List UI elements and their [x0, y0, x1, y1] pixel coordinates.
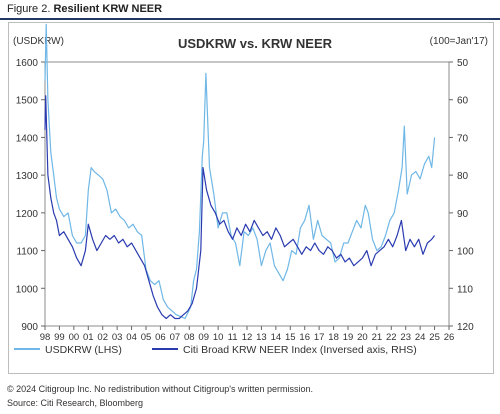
x-tick-label: 05 — [141, 332, 152, 343]
left-axis-unit: (USDKRW) — [13, 36, 64, 47]
left-tick-label: 1600 — [16, 58, 39, 69]
x-tick-label: 08 — [184, 332, 195, 343]
x-tick-label: 06 — [155, 332, 166, 343]
legend: USDKRW (LHS) Citi Broad KRW NEER Index (I… — [14, 344, 417, 356]
usdkrw-line — [44, 23, 436, 320]
left-tick-label: 1400 — [16, 133, 39, 144]
x-tick-label: 20 — [357, 332, 368, 343]
x-tick-label: 23 — [400, 332, 411, 343]
x-tick-label: 18 — [328, 332, 339, 343]
x-tick-label: 11 — [228, 332, 238, 343]
series-lines — [44, 23, 436, 320]
x-tick-label: 16 — [299, 332, 310, 343]
x-tick-label: 02 — [97, 332, 108, 343]
figure-title: Resilient KRW NEER — [53, 3, 163, 15]
source-note: Source: Citi Research, Bloomberg — [7, 398, 144, 408]
neer-line — [44, 95, 436, 320]
figure-label: Figure 2. Resilient KRW NEER — [7, 3, 162, 15]
legend-usdkrw-label: USDKRW (LHS) — [45, 344, 122, 356]
x-tick-label: 13 — [256, 332, 267, 343]
right-tick-label: 90 — [457, 209, 469, 220]
chart-frame — [8, 22, 494, 374]
plot-area-border — [44, 61, 450, 327]
right-tick-label: 110 — [457, 284, 473, 295]
x-tick-label: 98 — [40, 332, 51, 343]
x-tick-label: 04 — [126, 332, 137, 343]
right-axis-unit: (100=Jan'17) — [430, 36, 488, 47]
right-tick-label: 50 — [457, 58, 469, 69]
x-tick-label: 10 — [213, 332, 224, 343]
figure-number: Figure 2. — [7, 3, 51, 15]
right-tick-label: 100 — [457, 247, 474, 258]
chart-title: USDKRW vs. KRW NEER — [178, 36, 333, 51]
right-tick-label: 80 — [457, 171, 469, 182]
x-tick-label: 26 — [444, 332, 455, 343]
x-tick-label: 09 — [198, 332, 209, 343]
x-tick-label: 01 — [83, 332, 94, 343]
x-tick-label: 15 — [285, 332, 296, 343]
left-tick-label: 1100 — [16, 247, 38, 258]
title-rule — [0, 18, 500, 20]
left-tick-label: 1500 — [16, 96, 39, 107]
x-tick-label: 07 — [170, 332, 181, 343]
right-tick-label: 120 — [457, 322, 474, 333]
right-tick-label: 60 — [457, 96, 469, 107]
x-tick-label: 99 — [54, 332, 65, 343]
legend-neer-label: Citi Broad KRW NEER Index (Inversed axis… — [183, 344, 417, 356]
left-tick-label: 1200 — [16, 209, 39, 220]
x-tick-label: 12 — [242, 332, 253, 343]
x-tick-label: 24 — [415, 332, 426, 343]
x-tick-label: 17 — [314, 332, 325, 343]
x-tick-label: 22 — [386, 332, 397, 343]
x-tick-label: 03 — [112, 332, 123, 343]
left-tick-label: 900 — [21, 322, 38, 333]
left-tick-label: 1000 — [16, 284, 39, 295]
copyright-note: © 2024 Citigroup Inc. No redistribution … — [7, 384, 313, 394]
x-tick-label: 00 — [69, 332, 80, 343]
x-tick-label: 14 — [271, 332, 282, 343]
x-tick-label: 21 — [372, 332, 383, 343]
x-tick-label: 19 — [343, 332, 354, 343]
left-tick-label: 1300 — [16, 171, 39, 182]
x-tick-label: 25 — [429, 332, 440, 343]
right-tick-label: 70 — [457, 133, 469, 144]
